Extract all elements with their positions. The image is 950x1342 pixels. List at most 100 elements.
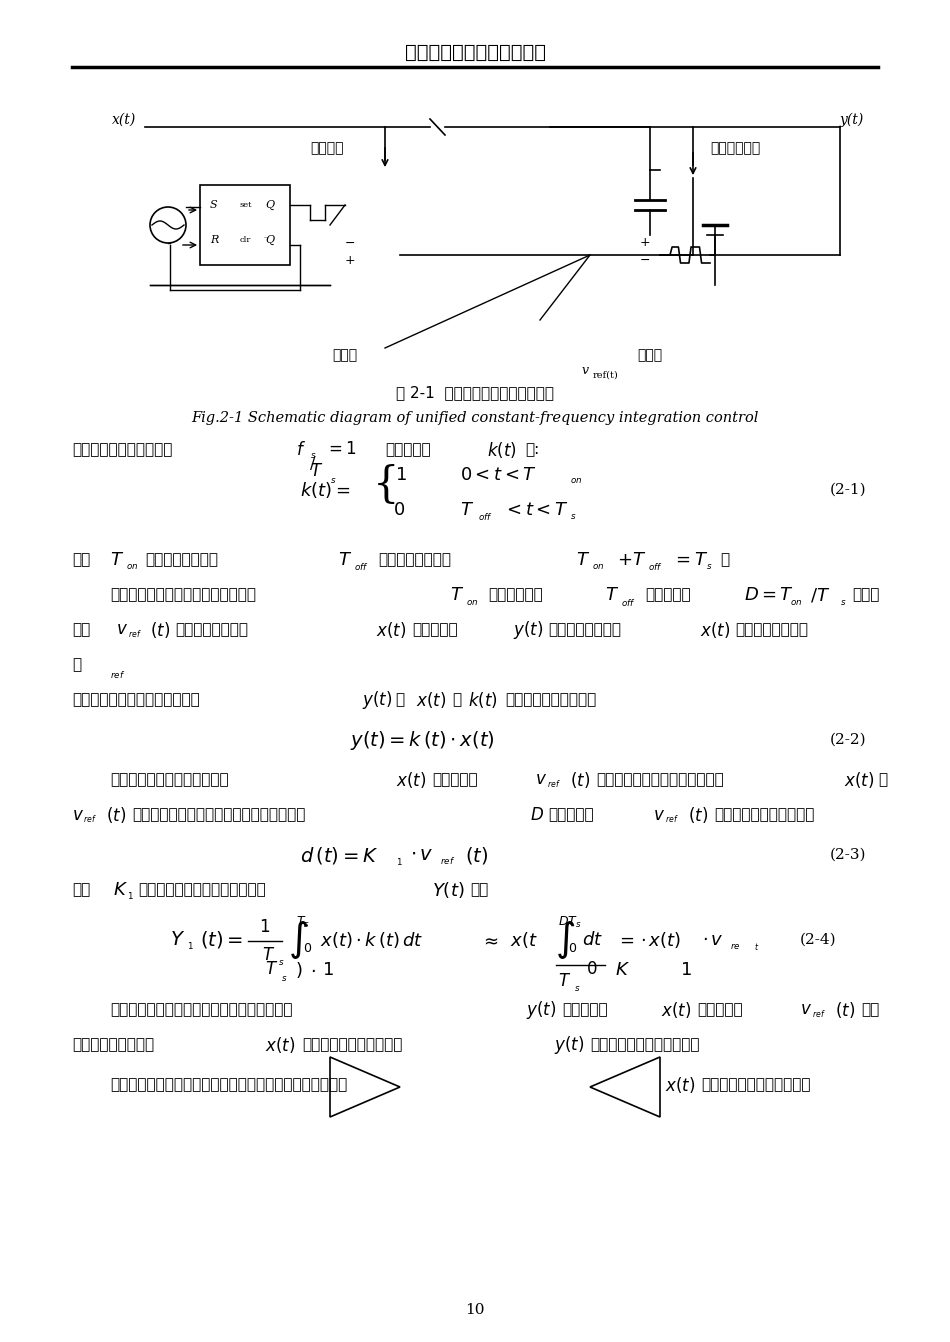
Text: $_s$: $_s$	[706, 560, 712, 573]
Text: _: _	[264, 229, 268, 238]
Text: $y(t)$: $y(t)$	[554, 1033, 584, 1056]
Text: $(t)$: $(t)$	[465, 844, 488, 866]
Text: $(t)$: $(t)$	[106, 805, 126, 825]
Text: 及给定信号: 及给定信号	[432, 773, 478, 788]
Text: $_{on}$: $_{on}$	[466, 595, 479, 608]
Text: $)$: $)$	[295, 960, 302, 980]
Text: 为:: 为:	[525, 443, 540, 458]
Text: 的乘: 的乘	[861, 1002, 880, 1017]
Text: $(t) =$: $(t) =$	[200, 930, 243, 950]
Text: 在每一开关周期内，开关导通时间为: 在每一开关周期内，开关导通时间为	[110, 588, 256, 603]
Text: 的积分值恰好等于给定信号: 的积分值恰好等于给定信号	[701, 1078, 810, 1092]
Text: 信号: 信号	[72, 623, 90, 637]
Text: $\cdot$: $\cdot$	[310, 961, 315, 980]
Text: $x(t)$: $x(t)$	[265, 1035, 295, 1055]
Text: $v$: $v$	[116, 621, 128, 639]
Text: $Y$: $Y$	[170, 931, 185, 949]
Text: 假设开关运行开关频率为: 假设开关运行开关频率为	[72, 443, 172, 458]
Text: $_{ref}$: $_{ref}$	[110, 667, 125, 679]
Text: $(t)$: $(t)$	[835, 1000, 855, 1020]
Text: $T_s$: $T_s$	[296, 914, 310, 930]
Text: ，开关输入信号为: ，开关输入信号为	[175, 623, 248, 637]
Text: $= T$: $= T$	[672, 552, 709, 569]
Text: $dt$: $dt$	[582, 931, 603, 949]
Text: $_{ref}$: $_{ref}$	[440, 854, 455, 867]
Text: $k(t)$: $k(t)$	[468, 690, 498, 710]
Text: 线性调制而成，可写为：: 线性调制而成，可写为：	[714, 808, 814, 823]
Text: +: +	[345, 254, 355, 267]
Text: 比较器: 比较器	[332, 348, 357, 362]
Text: $_1$: $_1$	[396, 855, 403, 867]
Text: ，: ，	[452, 692, 461, 707]
Text: $\cdot\, v$: $\cdot\, v$	[410, 845, 433, 864]
Text: $_s$: $_s$	[310, 448, 316, 462]
Text: $_{on}$: $_{on}$	[570, 474, 582, 487]
Text: $v$: $v$	[800, 1001, 812, 1019]
Text: $T$: $T$	[262, 946, 276, 964]
Text: $T$: $T$	[338, 552, 352, 569]
Text: $+T$: $+T$	[617, 552, 646, 569]
Text: $(t)$: $(t)$	[688, 805, 708, 825]
Text: Fig.2-1 Schematic diagram of unified constant-frequency integration control: Fig.2-1 Schematic diagram of unified con…	[191, 411, 759, 425]
Text: $T$: $T$	[558, 973, 571, 990]
Text: 积。因此，输入信号: 积。因此，输入信号	[72, 1037, 154, 1052]
Text: set: set	[240, 201, 253, 209]
Text: $\int$: $\int$	[288, 919, 308, 961]
Bar	[200, 185, 290, 264]
Text: $_t$: $_t$	[754, 942, 759, 954]
Text: S: S	[210, 200, 218, 209]
Text: ，输出信号: ，输出信号	[412, 623, 458, 637]
Text: $_{ref}$: $_{ref}$	[665, 813, 679, 827]
Text: ，占空比为: ，占空比为	[645, 588, 691, 603]
Text: 开关信号: 开关信号	[310, 141, 344, 154]
Text: 假设开关频率远大于输入信号: 假设开关频率远大于输入信号	[110, 773, 229, 788]
Text: $T$: $T$	[460, 501, 474, 519]
Text: $\cdot\, v$: $\cdot\, v$	[702, 931, 724, 949]
Text: $v$: $v$	[72, 807, 84, 824]
Text: $0$: $0$	[586, 961, 598, 978]
Text: Q: Q	[265, 235, 275, 246]
Text: $_{ref}$: $_{ref}$	[812, 1009, 826, 1021]
Text: $_{off}$: $_{off}$	[478, 509, 493, 522]
Text: 上式说明：应用传统电压反响把握，输出信号: 上式说明：应用传统电压反响把握，输出信号	[110, 1002, 293, 1017]
Text: $_{on}$: $_{on}$	[790, 595, 803, 608]
Text: $v$: $v$	[535, 772, 547, 789]
Text: 。: 。	[720, 553, 730, 568]
Text: $K$: $K$	[615, 961, 630, 980]
Text: $_{off}$: $_{off}$	[621, 595, 636, 608]
Text: $\int$: $\int$	[555, 919, 575, 961]
Text: {: {	[373, 464, 400, 506]
Text: +: +	[640, 236, 651, 250]
Text: 、: 、	[878, 773, 887, 788]
Text: $< t < T$: $< t < T$	[503, 501, 568, 519]
Text: $T$: $T$	[310, 463, 323, 480]
Text: 积分复位信号: 积分复位信号	[710, 141, 760, 154]
Text: $y(t)$: $y(t)$	[513, 619, 543, 641]
Text: −: −	[345, 236, 355, 250]
Text: 燕山大学工学硕士学位论文: 燕山大学工学硕士学位论文	[405, 43, 545, 62]
Text: $_s$: $_s$	[574, 981, 580, 994]
Text: 由给定信号: 由给定信号	[548, 808, 594, 823]
Text: $x(t)$: $x(t)$	[844, 770, 874, 790]
Text: $x(t)$: $x(t)$	[416, 690, 446, 710]
Text: R: R	[210, 235, 218, 246]
Text: 为：: 为：	[470, 883, 488, 898]
Text: 与: 与	[395, 692, 404, 707]
Text: $_s$: $_s$	[281, 970, 288, 984]
Text: $= 1$: $= 1$	[325, 442, 356, 459]
Text: 式中: 式中	[72, 883, 90, 898]
Text: $k(t) =$: $k(t) =$	[300, 480, 351, 501]
Text: $x(t)$: $x(t)$	[396, 770, 427, 790]
Text: −: −	[640, 254, 651, 267]
Text: $_{on}$: $_{on}$	[592, 560, 604, 573]
Text: 10: 10	[466, 1303, 484, 1317]
Text: 图 2-1  定频积分把握的工作原理图: 图 2-1 定频积分把握的工作原理图	[396, 385, 554, 400]
Text: $y(t) = k\,(t) \cdot x(t)$: $y(t) = k\,(t) \cdot x(t)$	[350, 729, 495, 752]
Text: 为开关导通时间，: 为开关导通时间，	[145, 553, 218, 568]
Text: ，给定: ，给定	[852, 588, 880, 603]
Text: $DT_s$: $DT_s$	[558, 914, 581, 930]
Text: 均认为是常数。对于传统把握而言，占空比: 均认为是常数。对于传统把握而言，占空比	[132, 808, 305, 823]
Text: $1$: $1$	[680, 961, 692, 980]
Text: $0$: $0$	[568, 942, 578, 954]
Text: $_s$: $_s$	[330, 474, 336, 487]
